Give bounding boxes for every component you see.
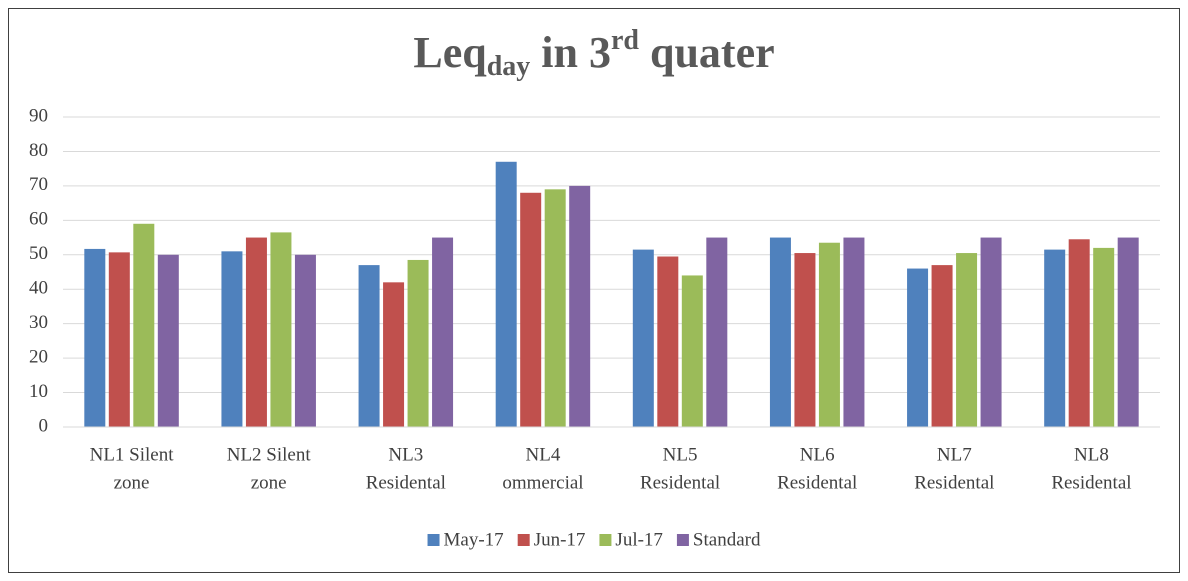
bar (358, 265, 380, 427)
bar (907, 268, 929, 427)
x-tick-label: zone (251, 472, 287, 493)
chart-title: Leqday in 3rd quater (413, 25, 774, 82)
y-tick-label: 10 (29, 381, 48, 402)
bar (108, 252, 130, 427)
legend-swatch (599, 534, 612, 546)
y-tick-label: 20 (29, 346, 48, 367)
x-tick-label: Residental (640, 472, 720, 493)
bar (632, 249, 654, 427)
x-tick-label: NL7 (937, 444, 972, 465)
legend-label: May-17 (444, 529, 504, 550)
bar (520, 192, 542, 427)
bar (1117, 237, 1139, 427)
x-tick-label: Residental (366, 472, 446, 493)
bar (221, 251, 243, 427)
x-tick-label: NL8 (1074, 444, 1109, 465)
y-tick-label: 60 (29, 209, 48, 230)
bar (270, 232, 292, 427)
legend-swatch (427, 534, 440, 546)
bar (1068, 239, 1090, 427)
y-tick-label: 80 (29, 140, 48, 161)
bar (956, 253, 978, 427)
bar (794, 253, 816, 427)
x-tick-label: NL4 (526, 444, 561, 465)
y-tick-label: 30 (29, 312, 48, 333)
bar (432, 237, 454, 427)
legend-label: Standard (693, 529, 761, 550)
y-tick-label: 0 (39, 415, 49, 436)
x-tick-label: NL6 (800, 444, 835, 465)
legend-label: Jul-17 (615, 529, 663, 550)
x-tick-label: ommercial (502, 472, 583, 493)
bar (980, 237, 1002, 427)
x-tick-label: NL1 Silent (90, 444, 175, 465)
x-tick-label: NL2 Silent (227, 444, 312, 465)
bar (657, 256, 679, 427)
x-tick-label: Residental (777, 472, 857, 493)
bar (133, 223, 155, 427)
bar (157, 254, 179, 427)
bar (383, 282, 405, 427)
legend-label: Jun-17 (534, 529, 586, 550)
x-tick-label: NL5 (663, 444, 698, 465)
bar (818, 242, 840, 427)
chart-border (8, 8, 1180, 573)
bar (245, 237, 267, 427)
bar (931, 265, 953, 427)
bar (706, 237, 728, 427)
y-tick-label: 70 (29, 174, 48, 195)
bar (569, 185, 591, 427)
legend-swatch (517, 534, 530, 546)
legend-swatch (676, 534, 689, 546)
bar (1044, 249, 1066, 427)
bar (294, 254, 316, 427)
bar (495, 161, 517, 427)
bar (681, 275, 703, 427)
bar (843, 237, 865, 427)
bar (769, 237, 791, 427)
y-tick-label: 50 (29, 243, 48, 264)
bar (407, 259, 429, 427)
bar (544, 189, 566, 427)
x-tick-label: Residental (1051, 472, 1131, 493)
bar (84, 248, 106, 427)
y-tick-label: 40 (29, 278, 48, 299)
x-tick-label: NL3 (388, 444, 423, 465)
y-tick-label: 90 (29, 105, 48, 126)
x-tick-label: Residental (914, 472, 994, 493)
bar (1093, 247, 1115, 427)
x-tick-label: zone (114, 472, 150, 493)
